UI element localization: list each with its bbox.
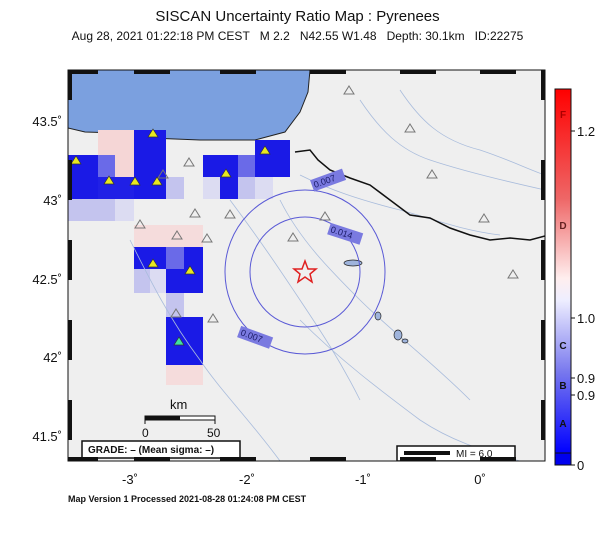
lon-tick-label: -3˚ xyxy=(122,472,138,487)
lat-tick-label: 42.5˚ xyxy=(32,272,62,287)
stations-used xyxy=(70,128,271,275)
scale-unit: km xyxy=(170,397,187,412)
mi-box: MI = 6.0 xyxy=(456,449,493,460)
map-title: SISCAN Uncertainty Ratio Map : Pyrenees xyxy=(155,8,440,25)
lon-tick-label: -1˚ xyxy=(355,472,371,487)
lat-tick-label: 42˚ xyxy=(43,350,62,365)
colorbar-label: 1.2 xyxy=(577,124,595,139)
lat-tick-label: 43˚ xyxy=(43,193,62,208)
event-depth: Depth: 30.1km xyxy=(386,29,465,43)
lakes xyxy=(343,259,409,344)
stations-inactive xyxy=(134,85,519,323)
lon-tick-label: -2˚ xyxy=(239,472,255,487)
grade-letter: A xyxy=(559,419,566,430)
lon-axis: -3˚ -2˚ -1˚ 0˚ xyxy=(122,472,486,487)
map-footer: Map Version 1 Processed 2021-08-28 01:24… xyxy=(68,494,307,504)
uncertainty-grid xyxy=(68,130,290,385)
lat-tick-label: 41.5˚ xyxy=(32,429,62,444)
event-location: N42.55 W1.48 xyxy=(299,29,377,43)
colorbar-label: 0.9 xyxy=(577,371,595,386)
scale-label: 50 xyxy=(207,426,221,440)
colorbar-label: 0 xyxy=(577,458,584,473)
colorbar-label: 1.0 xyxy=(577,311,595,326)
colorbar: F D C B A 1.2 1.0 0.9 0.9 0 xyxy=(554,88,595,473)
stations-highlight xyxy=(173,336,185,346)
grade-letter: B xyxy=(559,381,566,392)
event-magnitude: M 2.2 xyxy=(259,29,290,43)
grade-box: GRADE: – (Mean sigma: –) xyxy=(88,445,214,456)
grade-letter: C xyxy=(559,341,566,352)
grade-letter: F xyxy=(560,110,566,121)
uncertainty-contours xyxy=(224,189,386,355)
country-border xyxy=(294,149,545,241)
map-subtitle: Aug 28, 2021 01:22:18 PM CEST M 2.2 N42.… xyxy=(0,29,595,43)
colorbar-label: 0.9 xyxy=(577,388,595,403)
lat-tick-label: 43.5˚ xyxy=(32,114,62,129)
scale-label: 0 xyxy=(142,426,149,440)
epicenter-star xyxy=(291,258,319,284)
sea-area xyxy=(68,70,311,141)
lat-axis: 43.5˚ 43˚ 42.5˚ 42˚ 41.5˚ xyxy=(32,114,62,444)
scale-bar: km 0 50 xyxy=(142,397,221,440)
event-datetime: Aug 28, 2021 01:22:18 PM CEST xyxy=(71,29,250,43)
grade-letter: D xyxy=(559,221,566,232)
frame-ticks xyxy=(68,70,545,461)
lon-tick-label: 0˚ xyxy=(474,472,486,487)
event-id: ID:22275 xyxy=(474,29,524,43)
